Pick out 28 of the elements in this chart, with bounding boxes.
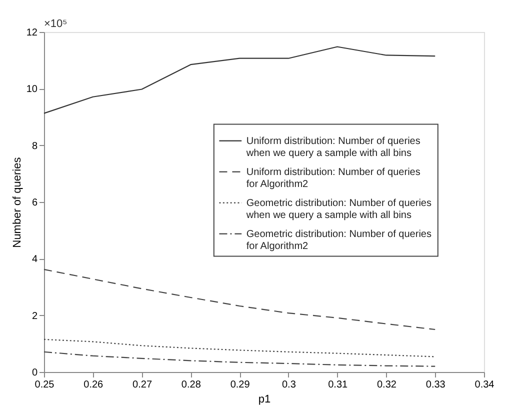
y-tick-label: 2 <box>32 310 38 322</box>
x-tick-label: 0.27 <box>132 380 152 390</box>
legend-label: Geometric distribution: Number of queries when we query a sample with all bins <box>245 198 432 221</box>
x-axis-title: p1 <box>258 394 271 406</box>
y-tick-label: 8 <box>32 140 38 152</box>
legend-label: Uniform distribution: Number of queries for Algorithm2 <box>246 166 420 190</box>
x-tick-label: 0.3 <box>282 380 296 390</box>
line-series <box>43 268 436 330</box>
y-axis-title: Number of queries <box>11 156 24 248</box>
legend-label: Uniform distribution: Number of queries when we query a sample with all bins <box>245 136 420 159</box>
x-tick-label: 0.25 <box>34 380 55 390</box>
line-series <box>43 338 436 358</box>
text: ×10⁵ <box>44 18 68 30</box>
line-series <box>43 46 436 114</box>
y-tick-label: 10 <box>26 84 38 96</box>
x-tick-label: 0.26 <box>84 380 104 390</box>
x-tick-label: 0.34 <box>474 380 495 390</box>
x-tick-label: 0.28 <box>181 380 202 390</box>
legend-label: Geometric distribution: Number of queries for Algorithm2 <box>246 228 432 252</box>
y-tick-label: 6 <box>32 198 38 208</box>
y-tick-label: 0 <box>32 368 38 378</box>
line-series <box>43 351 436 367</box>
x-tick-label: 0.32 <box>376 380 397 390</box>
x-tick-label: 0.31 <box>328 380 348 390</box>
x-tick-label: 0.29 <box>230 380 250 390</box>
y-tick-label: 12 <box>26 28 38 38</box>
x-tick-label: 0.33 <box>426 380 446 390</box>
y-tick-label: 4 <box>32 254 38 266</box>
